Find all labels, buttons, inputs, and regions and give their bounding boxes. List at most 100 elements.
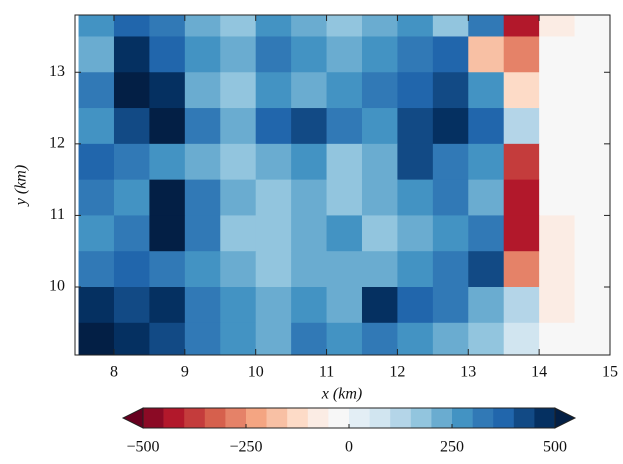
cell — [78, 36, 115, 73]
colorbar-bin — [452, 408, 473, 428]
cell — [432, 36, 469, 73]
cell — [291, 215, 328, 252]
cell — [574, 108, 610, 145]
cell — [326, 287, 363, 324]
y-tick-label: 13 — [49, 63, 65, 80]
cell — [113, 108, 150, 145]
colorbar-bin — [163, 408, 185, 428]
cell — [113, 287, 150, 324]
cell — [574, 179, 610, 216]
cell — [503, 15, 540, 37]
cell — [397, 287, 434, 324]
y-axis-label: y (km) — [13, 165, 30, 207]
cell — [503, 287, 540, 324]
cell — [468, 36, 505, 73]
cell — [113, 143, 150, 181]
cell — [361, 108, 398, 145]
cell — [291, 179, 328, 216]
cell — [432, 72, 469, 109]
cell — [149, 287, 186, 324]
y-tick-label: 10 — [49, 278, 65, 295]
cell — [539, 215, 576, 252]
cell — [326, 251, 363, 288]
colorbar-extend-high — [554, 407, 577, 429]
cell — [574, 15, 610, 37]
cell — [326, 322, 363, 355]
y-tick-label: 11 — [50, 206, 65, 223]
cell — [503, 251, 540, 288]
colorbar-bin — [287, 408, 309, 428]
cell — [149, 15, 186, 37]
colorbar-bin — [225, 408, 247, 428]
cell — [361, 251, 398, 288]
cell — [397, 251, 434, 288]
colorbar-bin — [143, 408, 164, 428]
cell — [468, 108, 505, 145]
x-tick-label: 15 — [602, 364, 618, 381]
x-tick-label: 11 — [319, 364, 334, 381]
cell — [184, 36, 221, 73]
cell — [149, 108, 186, 145]
cell — [539, 322, 576, 355]
cell — [326, 72, 363, 109]
x-tick-label: 8 — [110, 364, 118, 381]
cell — [184, 322, 221, 355]
colorbar-tick-label: 500 — [543, 439, 567, 456]
cell — [113, 322, 150, 355]
cell — [432, 15, 469, 37]
cell — [574, 36, 610, 73]
cell — [291, 143, 328, 181]
cell — [432, 179, 469, 216]
cell — [539, 108, 576, 145]
cell — [78, 15, 115, 37]
cell — [432, 287, 469, 324]
cell — [113, 179, 150, 216]
cell — [78, 108, 115, 145]
cell — [78, 215, 115, 252]
cell — [291, 251, 328, 288]
cell — [539, 15, 576, 37]
cell — [468, 143, 505, 181]
cell — [220, 15, 257, 37]
cell — [113, 36, 150, 73]
cell — [468, 287, 505, 324]
cell — [255, 215, 292, 252]
cell — [184, 287, 221, 324]
cell — [184, 179, 221, 216]
cell — [291, 322, 328, 355]
cell — [361, 179, 398, 216]
cell — [503, 179, 540, 216]
colorbar-bin — [184, 408, 206, 428]
cell — [397, 215, 434, 252]
cell — [361, 215, 398, 252]
cell — [255, 179, 292, 216]
x-tick-label: 14 — [531, 364, 547, 381]
cell — [468, 215, 505, 252]
cell — [574, 72, 610, 109]
cell — [468, 322, 505, 355]
cell — [539, 251, 576, 288]
cell — [149, 251, 186, 288]
cell — [291, 15, 328, 37]
cell — [574, 287, 610, 324]
colorbar-bin — [513, 408, 535, 428]
cell — [78, 287, 115, 324]
cell — [503, 215, 540, 252]
colorbar-bin — [246, 408, 267, 428]
cell — [574, 215, 610, 252]
cell — [503, 322, 540, 355]
cell — [255, 36, 292, 73]
x-tick-label: 10 — [248, 364, 264, 381]
cell — [113, 251, 150, 288]
colorbar-tick-label: 250 — [440, 439, 464, 456]
cell — [149, 322, 186, 355]
cell — [574, 322, 610, 355]
cell — [184, 215, 221, 252]
cell — [220, 287, 257, 324]
cell — [361, 36, 398, 73]
cell — [149, 215, 186, 252]
y-tick-label: 12 — [49, 135, 65, 152]
cell — [397, 322, 434, 355]
cell — [78, 143, 115, 181]
cell — [326, 36, 363, 73]
